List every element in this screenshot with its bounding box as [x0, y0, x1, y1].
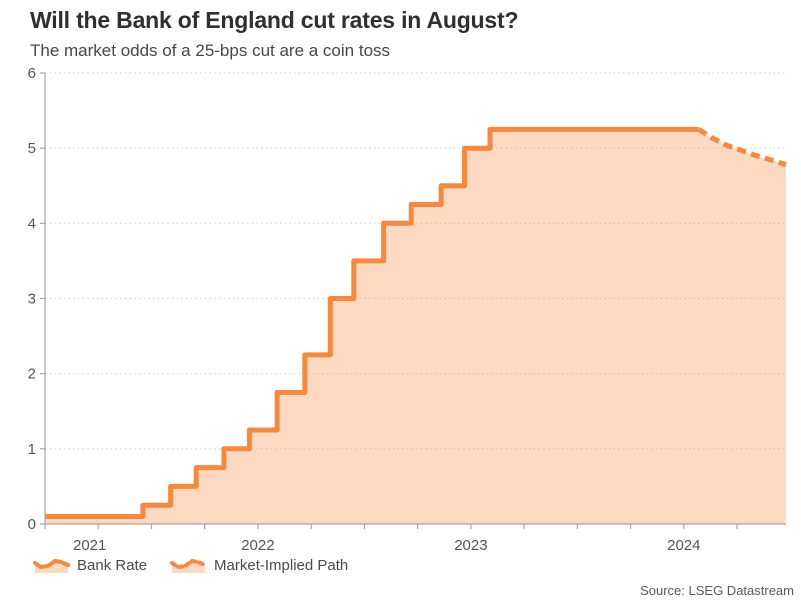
y-axis-tick-label: 4 [28, 215, 36, 232]
y-axis-tick-label: 5 [28, 140, 36, 157]
area-fill [45, 129, 786, 524]
bank-rate-line [45, 126, 699, 519]
x-axis-tick-label: 2021 [73, 537, 106, 554]
legend: Bank Rate Market-Implied Path [33, 555, 348, 575]
chart-header: Will the Bank of England cut rates in Au… [30, 7, 518, 61]
x-axis-tick-label: 2023 [454, 537, 487, 554]
y-axis-tick-label: 0 [28, 516, 36, 533]
chart-subtitle: The market odds of a 25-bps cut are a co… [30, 41, 391, 61]
market-implied-path-legend-icon [170, 559, 208, 573]
x-axis-tick-label: 2022 [241, 537, 274, 554]
y-axis-tick-label: 3 [28, 291, 36, 308]
y-axis-tick-label: 6 [28, 65, 36, 82]
x-axis-tick-label: 2024 [667, 537, 700, 554]
legend-item-bank-rate: Bank Rate [33, 555, 147, 575]
market-implied-path-line [697, 127, 787, 168]
legend-label-bank-rate: Bank Rate [77, 556, 148, 574]
y-axis-tick-label: 2 [28, 366, 36, 383]
y-axis-tick-label: 1 [28, 441, 36, 458]
legend-label-market-implied-path: Market-Implied Path [214, 556, 349, 574]
bank-rate-legend-icon [33, 559, 70, 573]
source-attribution: Source: LSEG Datastream [640, 583, 794, 598]
legend-item-market-implied-path: Market-Implied Path [170, 555, 348, 575]
page-title: Will the Bank of England cut rates in Au… [30, 7, 519, 33]
